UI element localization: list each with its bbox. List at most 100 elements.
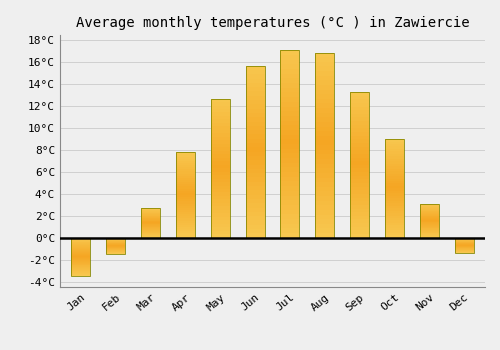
Bar (350, 161, 369, 165)
Bar (176, 227, 195, 229)
Bar (280, 64, 299, 69)
Bar (350, 205, 369, 209)
Bar (385, 149, 404, 152)
Bar (141, 211, 160, 212)
Bar (106, 253, 126, 254)
Bar (280, 135, 299, 139)
Bar (385, 141, 404, 144)
Bar (280, 182, 299, 186)
Bar (141, 235, 160, 236)
Bar (280, 177, 299, 182)
Bar (72, 247, 90, 248)
Bar (315, 131, 334, 136)
Bar (246, 96, 264, 100)
Bar (385, 152, 404, 154)
Bar (176, 163, 195, 165)
Bar (385, 203, 404, 206)
Bar (385, 191, 404, 193)
Bar (385, 169, 404, 171)
Bar (280, 60, 299, 64)
Bar (385, 183, 404, 186)
Bar (141, 217, 160, 218)
Bar (350, 92, 369, 96)
Bar (315, 71, 334, 76)
Bar (350, 128, 369, 132)
Bar (315, 90, 334, 94)
Bar (315, 76, 334, 80)
Bar (176, 159, 195, 161)
Bar (420, 234, 439, 235)
Bar (176, 156, 195, 159)
Bar (280, 200, 299, 205)
Bar (176, 169, 195, 172)
Bar (210, 112, 230, 116)
Bar (176, 154, 195, 156)
Bar (141, 213, 160, 214)
Bar (385, 233, 404, 235)
Bar (246, 130, 264, 134)
Bar (350, 158, 369, 161)
Bar (385, 206, 404, 208)
Bar (141, 224, 160, 225)
Bar (72, 248, 90, 249)
Bar (72, 258, 90, 259)
Bar (420, 204, 439, 205)
Bar (420, 229, 439, 230)
Bar (72, 260, 90, 261)
Bar (210, 130, 230, 133)
Bar (246, 66, 264, 238)
Bar (315, 164, 334, 168)
Bar (315, 187, 334, 191)
Bar (280, 102, 299, 106)
Bar (210, 231, 230, 234)
Bar (385, 144, 404, 147)
Bar (315, 52, 334, 57)
Bar (350, 96, 369, 99)
Bar (315, 127, 334, 131)
Bar (385, 147, 404, 149)
Bar (210, 193, 230, 196)
Bar (315, 85, 334, 90)
Bar (176, 187, 195, 189)
Bar (350, 132, 369, 136)
Bar (106, 242, 126, 243)
Bar (315, 191, 334, 196)
Bar (72, 241, 90, 243)
Bar (454, 247, 473, 248)
Bar (176, 220, 195, 223)
Bar (280, 125, 299, 130)
Bar (315, 201, 334, 205)
Bar (72, 250, 90, 251)
Bar (385, 213, 404, 216)
Bar (350, 168, 369, 172)
Bar (210, 217, 230, 220)
Bar (72, 253, 90, 254)
Bar (350, 103, 369, 106)
Bar (246, 91, 264, 96)
Bar (72, 238, 90, 276)
Bar (420, 230, 439, 231)
Bar (72, 259, 90, 260)
Bar (280, 50, 299, 55)
Bar (141, 232, 160, 233)
Bar (280, 167, 299, 172)
Bar (385, 139, 404, 238)
Bar (280, 149, 299, 153)
Bar (246, 74, 264, 79)
Bar (420, 219, 439, 220)
Bar (315, 94, 334, 99)
Bar (280, 83, 299, 88)
Bar (210, 133, 230, 137)
Bar (315, 140, 334, 145)
Bar (176, 189, 195, 191)
Bar (246, 113, 264, 117)
Bar (420, 235, 439, 236)
Bar (141, 226, 160, 228)
Bar (176, 218, 195, 220)
Bar (176, 167, 195, 169)
Bar (385, 216, 404, 218)
Bar (315, 219, 334, 224)
Bar (280, 55, 299, 60)
Bar (141, 233, 160, 234)
Bar (141, 208, 160, 238)
